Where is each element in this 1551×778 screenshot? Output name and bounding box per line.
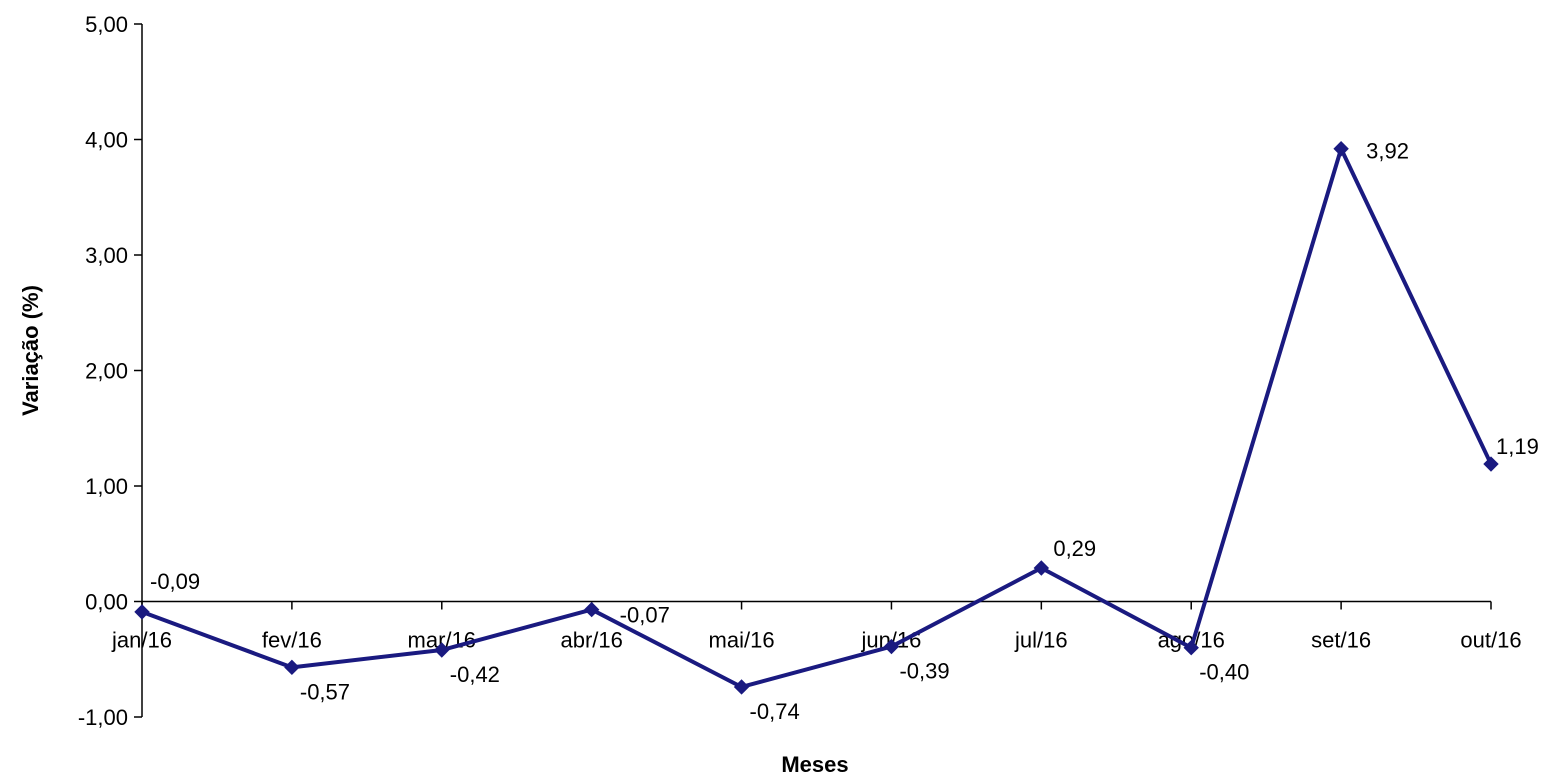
data-point-marker xyxy=(434,642,450,658)
series-polyline xyxy=(140,146,1493,689)
data-labels: -0,09 -0,57 -0,42 -0,07 -0,74 -0,39 0,29 -0,40 3… xyxy=(150,139,1539,724)
data-point-marker xyxy=(284,659,300,676)
data-label: -0,09 xyxy=(150,569,200,594)
data-label: -0,42 xyxy=(450,662,500,687)
y-tick-label: -1,00 xyxy=(78,705,128,730)
x-tick-labels: jan/16fev/16mar/16abr/16mai/16jun/16jul/… xyxy=(111,628,1522,653)
data-markers xyxy=(134,141,1499,695)
data-point-marker xyxy=(583,601,600,618)
x-tick-label: out/16 xyxy=(1460,628,1521,653)
x-tick-label: jul/16 xyxy=(1014,628,1068,653)
data-label: -0,74 xyxy=(750,699,800,724)
data-label: -0,07 xyxy=(620,603,670,628)
y-tick-label: 5,00 xyxy=(85,12,128,37)
data-label: -0,39 xyxy=(899,659,949,684)
x-tick-label: abr/16 xyxy=(560,628,622,653)
data-point-marker xyxy=(1183,639,1199,656)
y-tick-label: 2,00 xyxy=(85,359,128,384)
axes xyxy=(134,23,1492,718)
data-point-marker xyxy=(134,604,150,620)
x-tick-label: set/16 xyxy=(1311,628,1371,653)
data-point-marker xyxy=(1483,456,1499,472)
y-axis-title: Variação (%) xyxy=(18,285,43,416)
data-point-marker xyxy=(733,679,750,695)
x-axis-title: Meses xyxy=(781,752,848,777)
data-point-marker xyxy=(883,638,900,655)
y-tick-label: 1,00 xyxy=(85,474,128,499)
x-tick-label: mai/16 xyxy=(709,628,775,653)
y-tick-label: 4,00 xyxy=(85,128,128,153)
y-tick-label: 0,00 xyxy=(85,590,128,615)
data-point-marker xyxy=(1033,560,1050,576)
data-point-marker xyxy=(1333,141,1349,157)
x-tick-label: jan/16 xyxy=(111,628,172,653)
y-tick-labels: -1,00 0,00 1,00 2,00 3,00 4,00 5,00 xyxy=(78,12,128,730)
series-line xyxy=(140,146,1493,689)
data-label: -0,57 xyxy=(300,679,350,704)
y-tick-label: 3,00 xyxy=(85,243,128,268)
data-label: 3,92 xyxy=(1366,139,1409,164)
data-label: -0,40 xyxy=(1199,660,1249,685)
data-label: 1,19 xyxy=(1496,434,1539,459)
x-tick-label: fev/16 xyxy=(262,628,322,653)
data-label: 0,29 xyxy=(1053,536,1096,561)
